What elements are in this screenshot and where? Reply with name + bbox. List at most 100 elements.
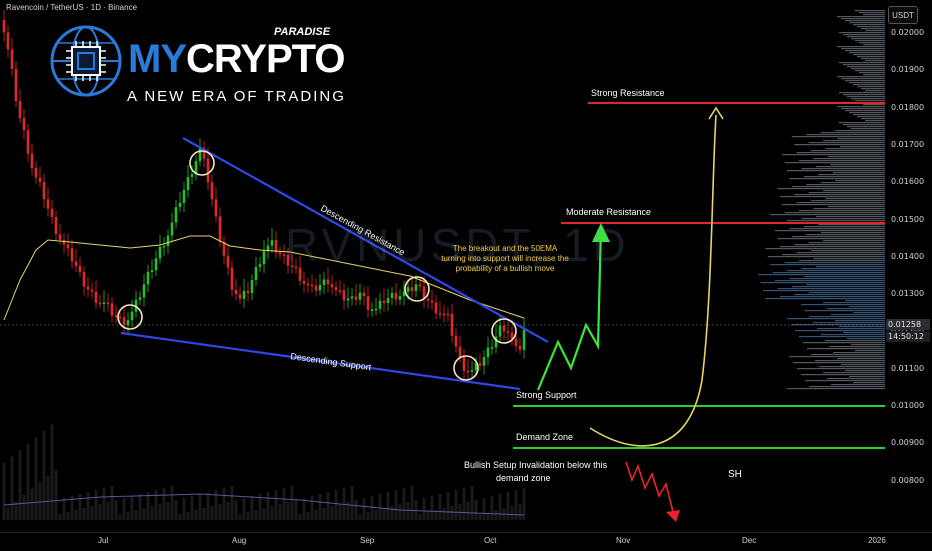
descending-support-line[interactable]: [120, 331, 521, 391]
volume-profile-bar: [845, 80, 885, 82]
candle-body: [306, 283, 310, 286]
candle-body: [382, 300, 386, 303]
volume-bar: [206, 492, 210, 520]
candle-body: [462, 357, 466, 371]
candle-body: [298, 267, 302, 281]
candle-body: [254, 267, 258, 280]
volume-profile-bar: [794, 244, 885, 246]
time-tick-label: Aug: [232, 536, 247, 545]
volume-bar: [234, 500, 238, 520]
volume-profile-bar: [851, 344, 885, 346]
volume-bar: [98, 504, 102, 520]
volume-bar: [70, 496, 74, 520]
volume-bar: [190, 496, 194, 520]
volume-profile-bar: [851, 68, 885, 70]
descending-resistance-line[interactable]: [182, 137, 549, 343]
volume-profile-bar: [770, 264, 885, 266]
volume-profile-bar: [841, 18, 885, 20]
volume-bar: [522, 488, 526, 520]
volume-bar: [278, 504, 282, 520]
volume-profile-bar: [806, 284, 885, 286]
candle-body: [494, 336, 498, 348]
volume-bar: [82, 508, 86, 520]
volume-profile-bar: [811, 200, 885, 202]
candle-body: [106, 302, 110, 305]
candle-body: [474, 363, 478, 371]
volume-profile-bar: [857, 56, 885, 58]
candle-body: [202, 148, 206, 159]
volume-profile-bar: [853, 312, 885, 314]
volume-bar: [110, 486, 114, 520]
candle-body: [438, 313, 442, 315]
volume-profile-bar: [813, 158, 885, 160]
volume-bar: [58, 514, 62, 520]
volume-bar: [486, 512, 490, 520]
volume-profile-bar: [841, 108, 885, 110]
volume-bar: [218, 504, 222, 520]
currency-button[interactable]: USDT: [888, 6, 918, 24]
volume-profile-bar: [823, 140, 885, 142]
volume-profile-bar: [793, 362, 885, 364]
volume-profile-bar: [794, 294, 885, 296]
volume-bars: [2, 424, 526, 520]
volume-profile-bar: [808, 192, 885, 194]
candle-body: [446, 313, 450, 316]
volume-profile-bar: [843, 94, 885, 96]
ema-50-line: [3, 235, 525, 321]
volume-profile-bar: [758, 274, 885, 276]
volume-bar: [198, 494, 202, 520]
time-axis[interactable]: Jul Aug Sep Oct Nov Dec 2026: [0, 532, 932, 551]
volume-profile-bar: [823, 302, 885, 304]
candle-body: [18, 101, 22, 119]
candle-body: [386, 298, 390, 303]
volume-profile-bar: [765, 298, 885, 300]
candle-body: [94, 291, 98, 303]
candle-body: [186, 177, 190, 190]
volume-profile-bar: [813, 322, 885, 324]
volume-profile-bar: [789, 228, 885, 230]
price-axis[interactable]: 0.02000 0.01900 0.01800 0.01700 0.01600 0.015…: [885, 0, 932, 532]
volume-profile-bar: [853, 54, 885, 56]
volume-bar: [330, 506, 334, 520]
volume-bar: [426, 512, 430, 520]
volume-profile-bar: [791, 236, 885, 238]
volume-bar: [438, 494, 442, 520]
candle-body: [138, 297, 142, 300]
volume-bar: [334, 490, 338, 520]
volume-profile-bar: [833, 352, 885, 354]
volume-bar: [390, 506, 394, 520]
candle-body: [34, 168, 38, 178]
volume-profile-bar: [825, 340, 885, 342]
symbol-title[interactable]: Ravencoin / TetherUS · 1D · Binance: [6, 3, 138, 12]
volume-profile-bar: [782, 204, 885, 206]
volume-profile-bar: [845, 20, 885, 22]
volume-profile-bar: [789, 356, 885, 358]
volume-profile-bar: [831, 384, 885, 386]
candle-body: [258, 264, 262, 267]
volume-profile-bar: [843, 124, 885, 126]
volume-bar: [454, 490, 458, 520]
candle-body: [402, 291, 406, 297]
volume-bar: [34, 437, 38, 520]
volume-profile-bar: [827, 156, 885, 158]
volume-profile-bar: [835, 130, 885, 132]
candle-body: [162, 246, 166, 248]
candle-body: [418, 284, 422, 287]
volume-profile-bar: [837, 46, 885, 48]
volume-bar: [22, 494, 26, 520]
volume-profile-bar: [861, 28, 885, 30]
volume-profile-bar: [794, 194, 885, 196]
volume-bar: [382, 508, 386, 520]
volume-profile-bar: [847, 126, 885, 128]
volume-bar: [2, 462, 6, 520]
volume-profile-bar: [839, 326, 885, 328]
candle-body: [326, 279, 330, 285]
candle-body: [234, 289, 238, 295]
volume-profile-bar: [865, 60, 885, 62]
price-tick-label: 0.01000: [891, 401, 925, 410]
candle-body: [354, 296, 358, 300]
recovery-curve-arrow: [708, 106, 724, 120]
volume-profile-bar: [772, 272, 885, 274]
